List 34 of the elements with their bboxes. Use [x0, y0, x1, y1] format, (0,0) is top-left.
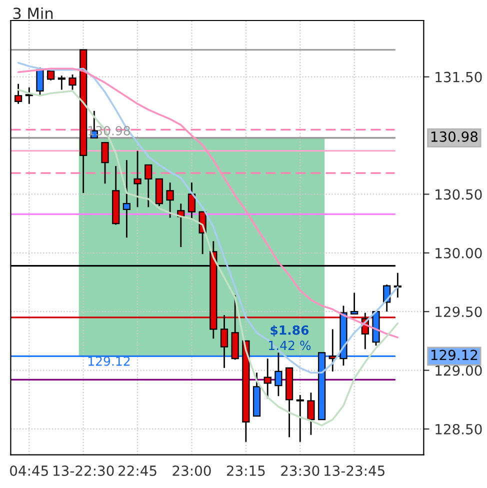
y-tick-label: 131.50 — [436, 72, 482, 82]
text: 129.12 — [431, 350, 478, 360]
y-tick-label: 129.00 — [436, 365, 482, 376]
candlestick — [166, 182, 174, 218]
y-tick-label: 129.50 — [436, 306, 482, 318]
candlestick — [101, 142, 109, 184]
x-tick-label: 13-22:30 — [54, 465, 114, 476]
x-tick-label: 04:45 — [10, 465, 48, 476]
text: 130.98 — [431, 131, 478, 142]
candlestick — [144, 164, 152, 208]
candlestick — [188, 182, 196, 220]
x-tick-label: 23:30 — [281, 465, 320, 476]
candlestick — [264, 358, 272, 400]
line-series — [17, 88, 399, 426]
candlestick — [134, 150, 142, 208]
x-tick-label: 22:45 — [118, 465, 156, 476]
y-tick-label: 130.00 — [436, 248, 482, 258]
candlestick — [350, 292, 358, 315]
candlestick — [122, 159, 130, 238]
candlestick — [58, 74, 66, 90]
candlestick — [14, 83, 22, 105]
candlestick — [220, 314, 228, 369]
candlestick — [307, 392, 315, 436]
y-tick-label: 128.50 — [436, 424, 482, 434]
annotation: 1.42 % — [269, 340, 311, 350]
chart-title: 3 Min — [13, 7, 53, 20]
candlestick — [328, 328, 336, 372]
x-tick-label: 13-23:45 — [324, 465, 384, 476]
annotation: $1.86 — [270, 325, 309, 336]
x-tick-label: 23:15 — [226, 465, 265, 476]
candlestick — [68, 74, 76, 90]
y-tick-label: 130.50 — [436, 189, 482, 200]
candlestick — [296, 394, 304, 443]
x-tick-label: 23:00 — [172, 465, 211, 476]
